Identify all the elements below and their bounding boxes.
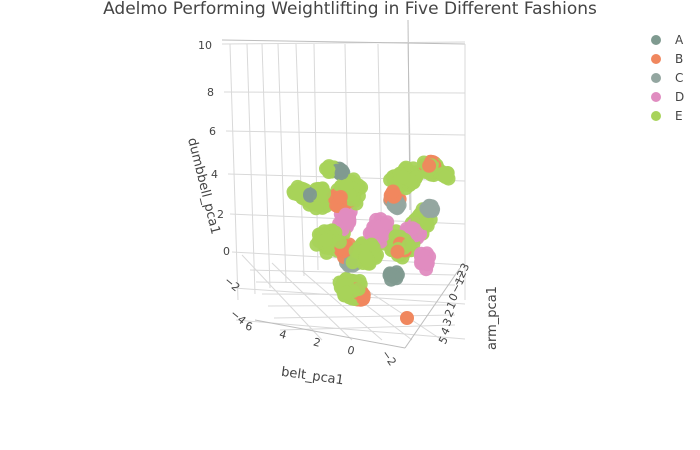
z-tick-label: 6 xyxy=(209,125,216,138)
legend-label: B xyxy=(675,52,683,66)
x-tick-label: −2 xyxy=(379,348,399,369)
z-tick-label: 2 xyxy=(217,208,224,221)
grid-line-floor xyxy=(271,262,353,341)
point-E xyxy=(318,233,333,248)
point-E xyxy=(358,250,373,265)
point-E xyxy=(317,186,332,201)
point-C xyxy=(421,204,436,219)
legend-marker xyxy=(651,54,661,64)
legend-label: D xyxy=(675,90,684,104)
x-tick-label: 2 xyxy=(312,335,322,349)
grid-line-vertical xyxy=(295,43,305,277)
point-D xyxy=(405,221,420,236)
grid-edge xyxy=(404,267,461,349)
grid-line-vertical xyxy=(261,43,271,289)
legend-item-b[interactable]: B xyxy=(651,52,683,66)
point-A xyxy=(303,187,317,202)
grid-line-horizontal xyxy=(225,130,466,136)
x-tick-label: 4 xyxy=(278,327,288,341)
legend-label: A xyxy=(675,33,684,47)
z-tick-label: 0 xyxy=(223,245,230,258)
legend-marker xyxy=(651,111,661,121)
point-D xyxy=(338,207,353,222)
grid-edge xyxy=(254,319,406,349)
point-E xyxy=(339,285,354,300)
grid-line-floor xyxy=(273,314,456,319)
point-E xyxy=(438,170,453,184)
point-B xyxy=(333,190,348,204)
z-axis-title: dumbbell_pca1 xyxy=(184,136,223,236)
point-B xyxy=(390,244,405,259)
legend-marker xyxy=(651,92,661,102)
x-tick-label: 6 xyxy=(244,319,254,333)
point-B xyxy=(400,311,414,325)
legend-label: E xyxy=(675,109,683,123)
z-tick-label: 4 xyxy=(211,168,218,181)
chart-title: Adelmo Performing Weightlifting in Five … xyxy=(103,0,597,19)
point-E xyxy=(401,237,416,252)
point-A xyxy=(386,269,401,284)
grid-line-vertical xyxy=(229,43,239,301)
z-tick-label: 8 xyxy=(207,86,214,99)
point-A xyxy=(334,166,349,181)
grid-line-vertical xyxy=(277,43,287,283)
legend-item-d[interactable]: D xyxy=(651,90,684,104)
z-tick-label: 10 xyxy=(198,39,212,52)
point-E xyxy=(345,255,360,270)
grid-edge xyxy=(221,39,466,45)
legend-label: C xyxy=(675,71,683,85)
x-axis-title: belt_pca1 xyxy=(280,365,345,389)
point-E xyxy=(332,234,347,249)
point-E xyxy=(419,216,434,231)
grid-line-horizontal xyxy=(223,91,466,94)
point-D xyxy=(418,255,433,270)
y-axis-title: arm_pca1 xyxy=(485,286,500,350)
grid-line-floor xyxy=(241,254,323,341)
grid-line-floor xyxy=(249,269,456,276)
point-E xyxy=(309,201,324,216)
point-E xyxy=(321,163,336,178)
legend-marker xyxy=(651,35,661,45)
point-E xyxy=(290,179,305,194)
point-E xyxy=(396,170,411,185)
legend-item-c[interactable]: C xyxy=(651,71,683,85)
grid-line-vertical xyxy=(246,43,256,295)
grid-line-floor xyxy=(279,324,456,331)
point-B xyxy=(422,158,437,173)
legend-item-e[interactable]: E xyxy=(651,109,683,123)
legend-item-a[interactable]: A xyxy=(651,33,684,47)
points-layer xyxy=(286,154,456,325)
point-E xyxy=(339,178,354,193)
point-D xyxy=(380,215,395,230)
point-B xyxy=(386,184,400,199)
grid-line-horizontal xyxy=(221,41,466,45)
legend-marker xyxy=(651,73,661,83)
x-tick-label: 0 xyxy=(346,343,356,357)
z-tick-label: −2 xyxy=(222,274,243,294)
